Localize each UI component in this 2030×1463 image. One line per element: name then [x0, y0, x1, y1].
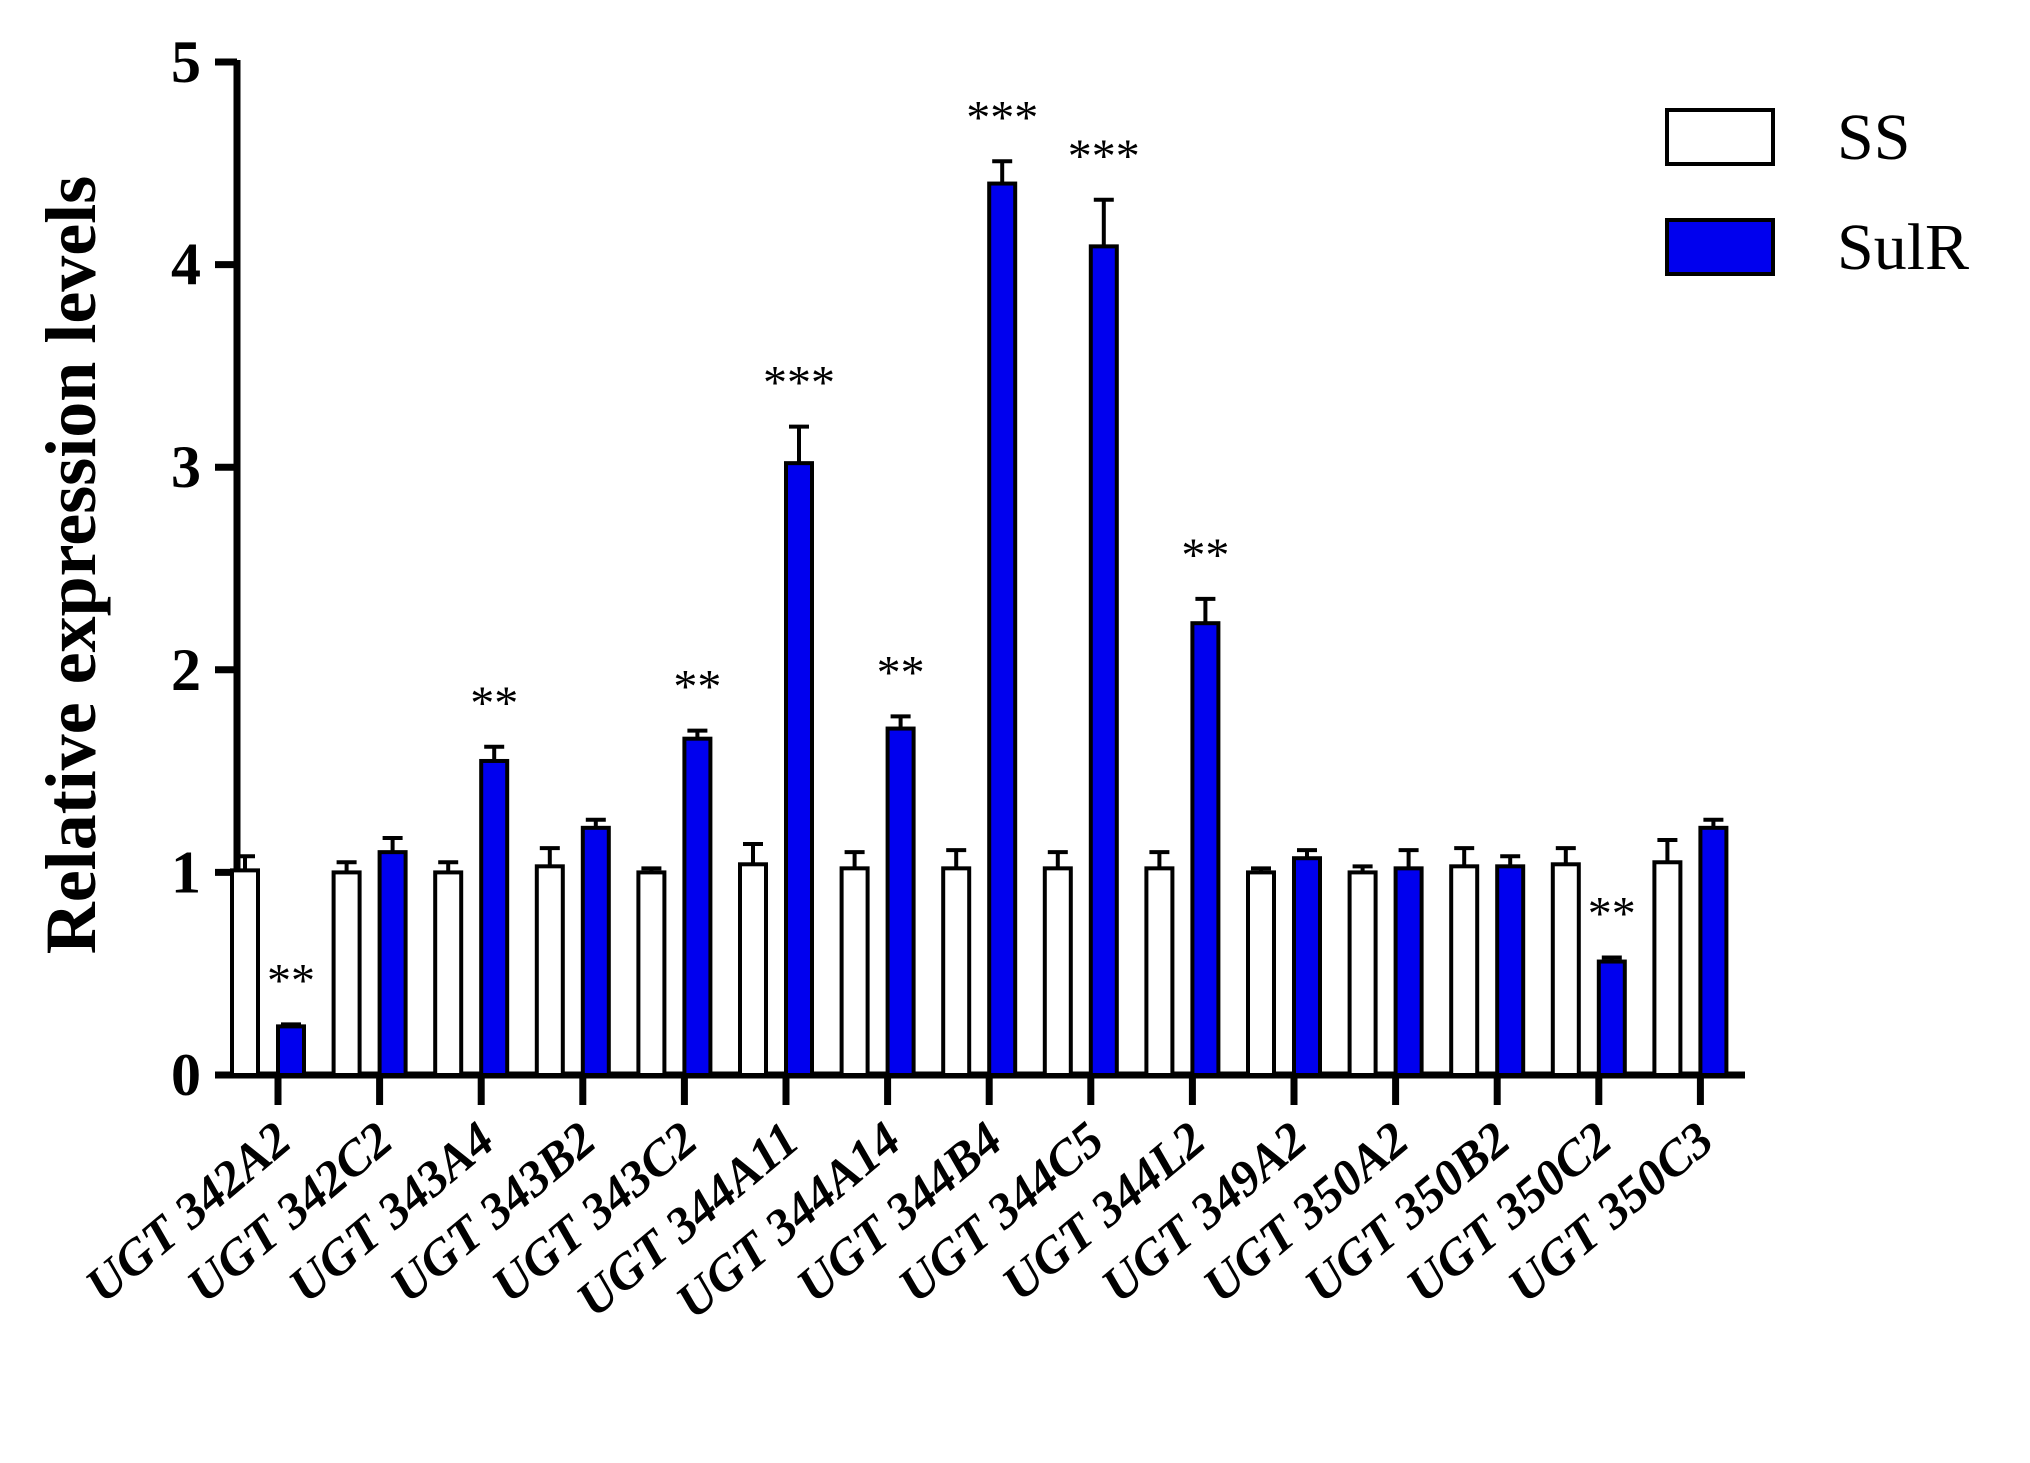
bar-ss [941, 866, 972, 1078]
significance-label: *** [763, 357, 835, 410]
bar-ss [1042, 866, 1073, 1078]
bar-sulr [1495, 864, 1526, 1078]
y-tick-label: 2 [171, 637, 201, 703]
bar-ss [636, 870, 667, 1078]
legend: SS SulR [1665, 101, 1969, 284]
bar-ss [738, 862, 768, 1078]
bar-sulr [276, 1024, 306, 1077]
bar-sulr [1596, 959, 1627, 1078]
bar-sulr [885, 726, 916, 1078]
significance-label: ** [1181, 529, 1229, 582]
bar-ss [1449, 864, 1480, 1078]
y-tick-label: 3 [171, 434, 201, 500]
bar-sulr [580, 825, 611, 1077]
bar-ss [1550, 862, 1581, 1078]
bar-sulr [1393, 866, 1424, 1078]
y-tick-label: 1 [171, 839, 201, 905]
significance-label: ** [673, 661, 721, 714]
y-tick-label: 0 [171, 1042, 201, 1108]
bar-sulr [682, 736, 713, 1078]
bar-sulr [1292, 856, 1322, 1078]
bar-ss [1246, 870, 1276, 1078]
bar-sulr [1088, 244, 1119, 1077]
bar-ss [1652, 860, 1683, 1078]
bar-ss [534, 864, 565, 1078]
y-tick-label: 4 [171, 232, 201, 298]
bar-ss [1144, 866, 1175, 1078]
bar-ss [1347, 870, 1378, 1078]
legend-label-ss: SS [1837, 101, 1910, 174]
significance-label: ** [267, 954, 315, 1007]
significance-label: ** [877, 646, 925, 699]
significance-label: *** [966, 91, 1038, 144]
y-tick-label: 5 [171, 29, 201, 95]
significance-label: ** [470, 677, 518, 730]
legend-swatch-ss [1665, 108, 1775, 166]
bar-ss [230, 868, 260, 1078]
bar-ss [839, 866, 870, 1078]
significance-label: ** [1588, 887, 1636, 940]
significance-label: *** [1068, 130, 1140, 183]
bars [230, 159, 1729, 1078]
bar-sulr [784, 461, 814, 1077]
bar-sulr [987, 181, 1018, 1077]
bar-sulr [1190, 621, 1221, 1078]
legend-swatch-sulr [1665, 218, 1775, 276]
legend-label-sulr: SulR [1837, 211, 1969, 284]
y-axis-label: Relative expression levels [31, 176, 111, 955]
bar-ss [433, 870, 464, 1078]
bar-sulr [479, 758, 510, 1077]
bar-sulr [377, 850, 408, 1078]
bar-ss [331, 870, 362, 1078]
bar-sulr [1698, 825, 1729, 1077]
